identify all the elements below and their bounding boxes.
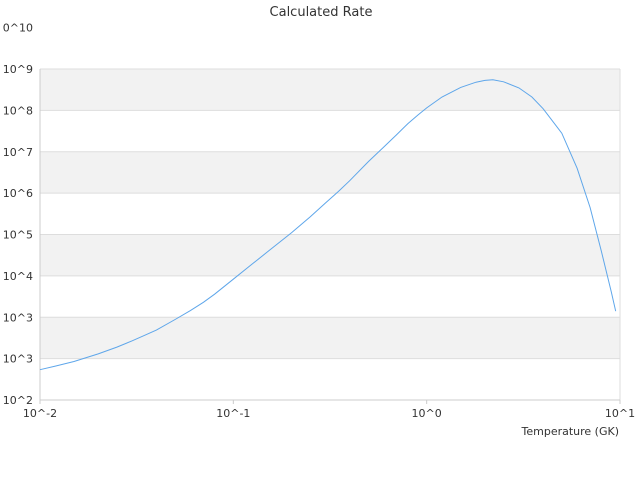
series-line <box>39 79 617 371</box>
grid-band <box>40 69 620 111</box>
axes <box>39 69 621 404</box>
y-tick-label: 10^4 <box>3 270 33 283</box>
y-tick-label: 10^7 <box>3 146 33 159</box>
grid-band <box>40 317 620 359</box>
y-tick-label: 10^2 <box>3 394 33 407</box>
x-axis-label: Temperature (GK) <box>521 425 620 438</box>
series-layer <box>39 79 617 371</box>
grid-band <box>40 234 620 276</box>
y-tick-label: 0^10 <box>3 22 33 35</box>
grid-bands <box>40 69 620 359</box>
x-tick-label: 10^1 <box>605 407 635 420</box>
y-tick-label: 10^8 <box>3 104 33 117</box>
x-tick-label: 10^-1 <box>216 407 250 420</box>
x-tick-labels: 10^-2 10^-1 10^0 10^1 <box>23 407 635 420</box>
y-tick-label: 10^9 <box>3 63 33 76</box>
y-tick-labels: 10^2 10^3 10^3 10^4 10^5 10^6 10^7 10^8 10^9 0^10 <box>3 22 33 407</box>
chart-title: Calculated Rate <box>270 5 373 20</box>
y-tick-label: 10^5 <box>3 229 33 242</box>
x-tick-label: 10^0 <box>412 407 442 420</box>
grid-band <box>40 151 620 194</box>
y-tick-label: 10^3 <box>3 311 33 324</box>
x-tick-label: 10^-2 <box>23 407 57 420</box>
y-tick-label: 10^6 <box>3 187 33 200</box>
y-tick-label: 10^3 <box>3 353 33 366</box>
